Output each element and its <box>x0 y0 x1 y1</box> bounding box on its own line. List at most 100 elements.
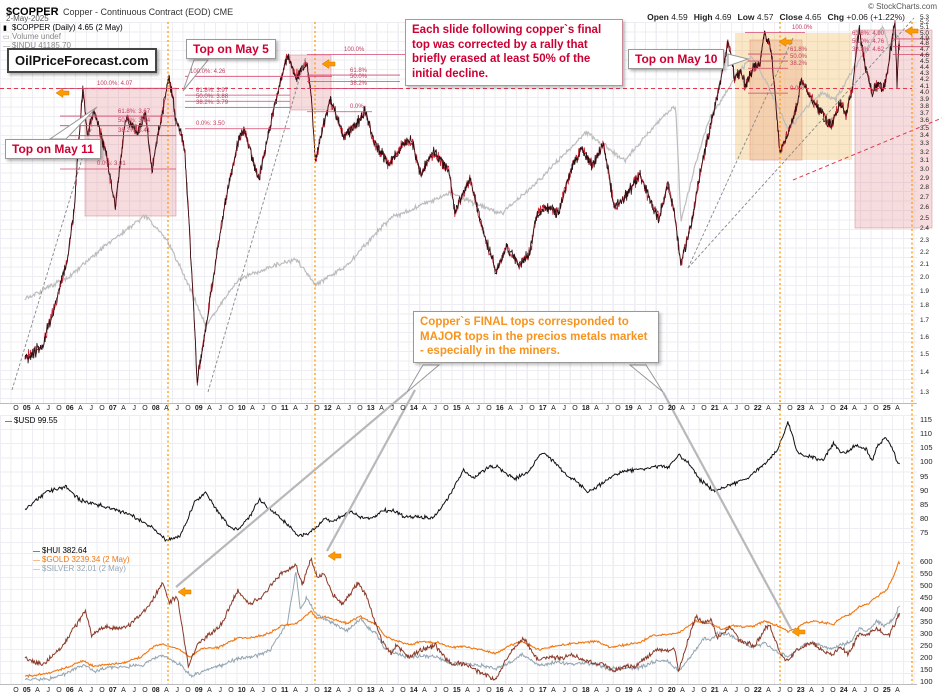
x-axis-tick: A <box>164 687 169 694</box>
x-axis-tick: 25 <box>882 405 891 412</box>
fib-label: 61.8% <box>350 67 368 74</box>
x-axis-tick: J <box>89 687 93 694</box>
x-axis-tick: 23 <box>796 687 805 694</box>
x-axis-tick: A <box>121 405 126 412</box>
x-axis-tick: J <box>132 405 136 412</box>
x-axis-tick: J <box>820 405 824 412</box>
y-axis-label: 250 <box>920 641 933 650</box>
x-axis-tick: O <box>99 687 105 694</box>
quote-key: Close <box>779 12 803 22</box>
x-axis-tick: J <box>562 405 566 412</box>
y-axis-label: 1.6 <box>920 333 930 341</box>
legend-series-icon: — <box>5 418 12 425</box>
x-axis-tick: O <box>13 687 19 694</box>
x-axis-tick: A <box>422 405 427 412</box>
y-axis-label: 4.6 <box>920 51 930 59</box>
x-axis-tick: A <box>852 405 857 412</box>
y-axis-label: 4.4 <box>920 63 930 71</box>
legend-row: — $SILVER 32.01 (2 May) <box>33 565 130 574</box>
x-axis-tick: J <box>132 687 136 694</box>
y-axis-label: 3.5 <box>920 124 930 132</box>
x-axis-tick: 09 <box>194 687 203 694</box>
metals-legend: — $HUI 382.64— $GOLD 3239.34 (2 May) — $SILV… <box>33 547 130 574</box>
quote-value: 4.69 <box>712 12 732 22</box>
x-axis-tick: 05 <box>22 687 31 694</box>
quote-value: 4.59 <box>668 12 688 22</box>
quote-key: Open <box>647 12 669 22</box>
fib-label: 50.0%: 4.76 <box>852 39 885 46</box>
x-axis-tick: A <box>508 687 513 694</box>
stockcharts-credit: © StockCharts.com <box>867 2 937 11</box>
ohlc-quote: Open 4.59 High 4.69 Low 4.57 Close 4.65 Chg … <box>641 12 905 22</box>
fib-label: 38.2%: 4.62 <box>852 47 885 54</box>
quote-value: 4.57 <box>754 12 774 22</box>
y-axis-label: 5.1 <box>920 24 930 32</box>
x-axis-tick: 14 <box>409 687 418 694</box>
x-axis-tick: J <box>648 687 652 694</box>
x-axis-tick: O <box>486 687 492 694</box>
x-axis-tick: 07 <box>108 687 117 694</box>
y-axis-label: 3.7 <box>920 109 930 117</box>
y-axis-label: 115 <box>920 415 932 424</box>
x-axis-tick: O <box>56 405 62 412</box>
y-axis-label: 3.3 <box>920 140 930 148</box>
x-axis-tick: A <box>465 687 470 694</box>
x-axis-tick: J <box>648 405 652 412</box>
title-text: Copper - Continuous Contract (EOD) CME <box>63 7 234 17</box>
x-axis-tick: 08 <box>151 687 160 694</box>
x-axis-tick: A <box>250 687 255 694</box>
x-axis-tick: O <box>357 687 363 694</box>
watermark-oilpriceforecast: OilPriceForecast.com <box>7 48 157 73</box>
x-axis-tick: O <box>400 687 406 694</box>
fib-label: 0.0% <box>350 104 364 111</box>
y-axis-label: 5.0 <box>920 29 930 37</box>
note-orange-metals: Copper`s FINAL tops corresponded to MAJO… <box>413 311 659 364</box>
symbol: $COPPER <box>6 6 59 18</box>
legend-text: $USD 99.55 <box>14 416 58 425</box>
note-red-retracement: Each slide following copper`s final top … <box>405 19 623 86</box>
y-axis-label: 600 <box>920 557 933 566</box>
x-axis-tick: 10 <box>237 687 246 694</box>
main-legend: ▮ $COPPER (Daily) 4.65 (2 May) ▭ Volume und… <box>3 24 123 51</box>
y-axis-label: 100 <box>920 457 933 467</box>
y-axis-label: 3.9 <box>920 95 930 103</box>
x-axis-tick: 17 <box>538 405 547 412</box>
fib-label: 38.2% <box>790 60 808 67</box>
x-axis-tick: A <box>637 405 642 412</box>
x-axis-tick: A <box>78 405 83 412</box>
callout-top-may10: Top on May 10 <box>628 49 725 69</box>
y-axis-label: 2.0 <box>920 274 930 282</box>
x-axis-tick: A <box>637 687 642 694</box>
y-axis-label: 150 <box>920 665 933 674</box>
x-axis-tick: A <box>465 405 470 412</box>
y-axis-label: 4.8 <box>920 40 930 48</box>
x-axis-tick: J <box>433 405 437 412</box>
x-axis-tick: 18 <box>581 687 590 694</box>
fib-label: 50.0% <box>790 53 808 60</box>
x-axis-tick: J <box>304 687 308 694</box>
y-axis-label: 2.5 <box>920 214 930 222</box>
x-axis-tick: A <box>293 687 298 694</box>
callout-top-may5: Top on May 5 <box>186 39 276 59</box>
x-axis-tick: O <box>13 405 19 412</box>
fib-label: 0.0% <box>790 85 804 92</box>
x-axis-tick: 12 <box>323 687 332 694</box>
x-axis-tick: J <box>691 687 695 694</box>
y-axis-label: 300 <box>920 629 933 638</box>
y-axis-label: 3.1 <box>920 157 930 165</box>
panel-separator <box>0 684 917 685</box>
y-axis-label: 1.8 <box>920 302 930 310</box>
legend-text: $SILVER 32.01 (2 May) <box>42 564 126 573</box>
x-axis-tick: O <box>314 687 320 694</box>
y-axis-label: 500 <box>920 581 933 590</box>
legend-series-icon: — <box>3 43 10 50</box>
y-axis-label: 4.3 <box>920 69 930 77</box>
legend-text: $GOLD 3239.34 (2 May) <box>42 555 130 564</box>
x-axis-tick: 17 <box>538 687 547 694</box>
x-axis-tick: 19 <box>624 687 633 694</box>
fib-label: 0.0%: 3.50 <box>196 121 225 128</box>
x-axis-tick: A <box>35 405 40 412</box>
x-axis-tick: O <box>615 405 621 412</box>
quote-value: 4.65 <box>802 12 822 22</box>
